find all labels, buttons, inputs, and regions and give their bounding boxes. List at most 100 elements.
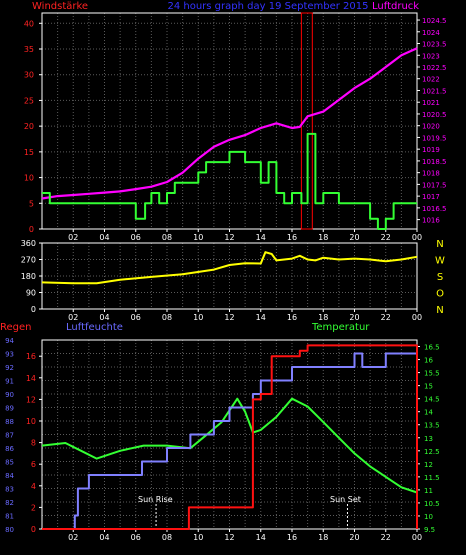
compass-label: N	[436, 239, 443, 250]
compass-label: S	[437, 272, 443, 283]
x-tick-label: 22	[381, 233, 391, 242]
y-tick-label: 10	[24, 174, 34, 183]
y-tick-label: 1023.5	[422, 41, 447, 49]
y-tick-label: 90	[26, 289, 36, 298]
x-tick-label: 18	[318, 313, 328, 322]
y-tick-label: 1019	[422, 146, 440, 154]
humidity-tick-label: 94	[5, 337, 14, 345]
y-tick-label: 1017.5	[422, 181, 447, 189]
x-tick-label: 06	[131, 233, 141, 242]
y-tick-label: 1022.5	[422, 64, 447, 72]
x-tick-label: 08	[162, 313, 172, 322]
wind-direction-line	[41, 251, 418, 285]
x-tick-label: 16	[287, 533, 297, 542]
y-tick-label: 40	[24, 19, 34, 28]
grid-lines	[42, 13, 417, 529]
rain-tick-label: 4	[31, 482, 36, 491]
humidity-tick-label: 85	[5, 459, 14, 467]
humidity-tick-label: 89	[5, 405, 14, 413]
y-tick-label: 0	[31, 305, 36, 314]
y-tick-label: 1018	[422, 170, 440, 178]
y-tick-label: 13	[424, 435, 433, 443]
x-tick-label: 10	[193, 233, 203, 242]
pressure-axis-label: Luftdruck	[372, 1, 419, 12]
humidity-tick-label: 92	[5, 364, 14, 372]
y-tick-label: 16.5	[424, 344, 440, 352]
sun-rise-label: Sun Rise	[138, 495, 173, 504]
y-tick-label: 12	[424, 461, 433, 469]
wind-axis-label: Windstärke	[32, 1, 88, 12]
y-tick-label: 20	[24, 122, 34, 131]
x-tick-label: 22	[381, 533, 391, 542]
y-tick-label: 10.5	[424, 500, 440, 508]
y-tick-label: 35	[24, 45, 34, 54]
x-tick-label: 06	[131, 533, 141, 542]
y-tick-label: 270	[21, 256, 36, 265]
humidity-line	[42, 352, 417, 530]
x-tick-label: 02	[68, 313, 78, 322]
data-series	[41, 12, 418, 530]
y-tick-label: 1016.5	[422, 205, 447, 213]
x-tick-label: 18	[318, 233, 328, 242]
tick-labels: 02 04 06 08 10 12 14 16 18 20 22 000510152025303540…	[5, 17, 446, 542]
y-tick-label: 10	[424, 513, 433, 521]
y-tick-label: 1021	[422, 99, 440, 107]
y-tick-label: 1024.5	[422, 17, 447, 25]
rain-tick-label: 16	[26, 352, 36, 361]
x-tick-label: 08	[162, 233, 172, 242]
rain-tick-label: 0	[31, 525, 36, 534]
y-tick-label: 16	[424, 357, 433, 365]
x-tick-label: 00	[412, 233, 422, 242]
y-tick-label: 1024	[422, 29, 440, 37]
highlight-window	[300, 12, 313, 230]
x-tick-label: 08	[162, 533, 172, 542]
y-tick-label: 13.5	[424, 422, 440, 430]
rain-tick-label: 8	[31, 439, 36, 448]
y-tick-label: 1016	[422, 217, 440, 225]
y-tick-label: 5	[29, 199, 34, 208]
x-tick-label: 10	[193, 313, 203, 322]
y-tick-label: 30	[24, 71, 34, 80]
humidity-tick-label: 84	[5, 472, 14, 480]
humidity-tick-label: 81	[5, 513, 14, 521]
humidity-tick-label: 87	[5, 432, 14, 440]
y-tick-label: 1019.5	[422, 134, 447, 142]
y-tick-label: 15.5	[424, 370, 440, 378]
y-tick-label: 15	[424, 383, 433, 391]
y-tick-label: 0	[29, 225, 34, 234]
y-tick-label: 14.5	[424, 396, 440, 404]
rain-tick-label: 12	[26, 395, 36, 404]
x-tick-label: 00	[412, 313, 422, 322]
x-tick-label: 02	[68, 233, 78, 242]
y-tick-label: 1020.5	[422, 111, 447, 119]
x-tick-label: 10	[193, 533, 203, 542]
x-tick-label: 14	[256, 233, 266, 242]
humidity-axis-label: Luftfeuchte	[66, 322, 123, 333]
compass-label: O	[436, 289, 444, 300]
x-tick-label: 12	[224, 313, 234, 322]
y-tick-label: 1020	[422, 123, 440, 131]
y-tick-label: 14	[424, 409, 433, 417]
x-tick-label: 20	[349, 313, 359, 322]
humidity-tick-label: 93	[5, 351, 14, 359]
chart-title: 24 hours graph day 19 September 2015	[167, 1, 368, 12]
compass-label: N	[436, 305, 443, 316]
y-tick-label: 1018.5	[422, 158, 447, 166]
y-tick-label: 1022	[422, 76, 440, 84]
y-tick-label: 9.5	[424, 526, 435, 534]
y-tick-label: 360	[21, 239, 36, 248]
humidity-tick-label: 86	[5, 445, 14, 453]
x-tick-label: 04	[99, 533, 109, 542]
x-tick-label: 14	[256, 533, 266, 542]
x-tick-label: 12	[224, 533, 234, 542]
y-tick-label: 12.5	[424, 448, 440, 456]
y-tick-label: 180	[21, 272, 36, 281]
x-tick-label: 04	[99, 233, 109, 242]
x-tick-label: 22	[381, 313, 391, 322]
x-tick-label: 20	[349, 233, 359, 242]
humidity-tick-label: 90	[5, 391, 14, 399]
rain-axis-label: Regen	[0, 322, 32, 333]
humidity-tick-label: 88	[5, 418, 14, 426]
